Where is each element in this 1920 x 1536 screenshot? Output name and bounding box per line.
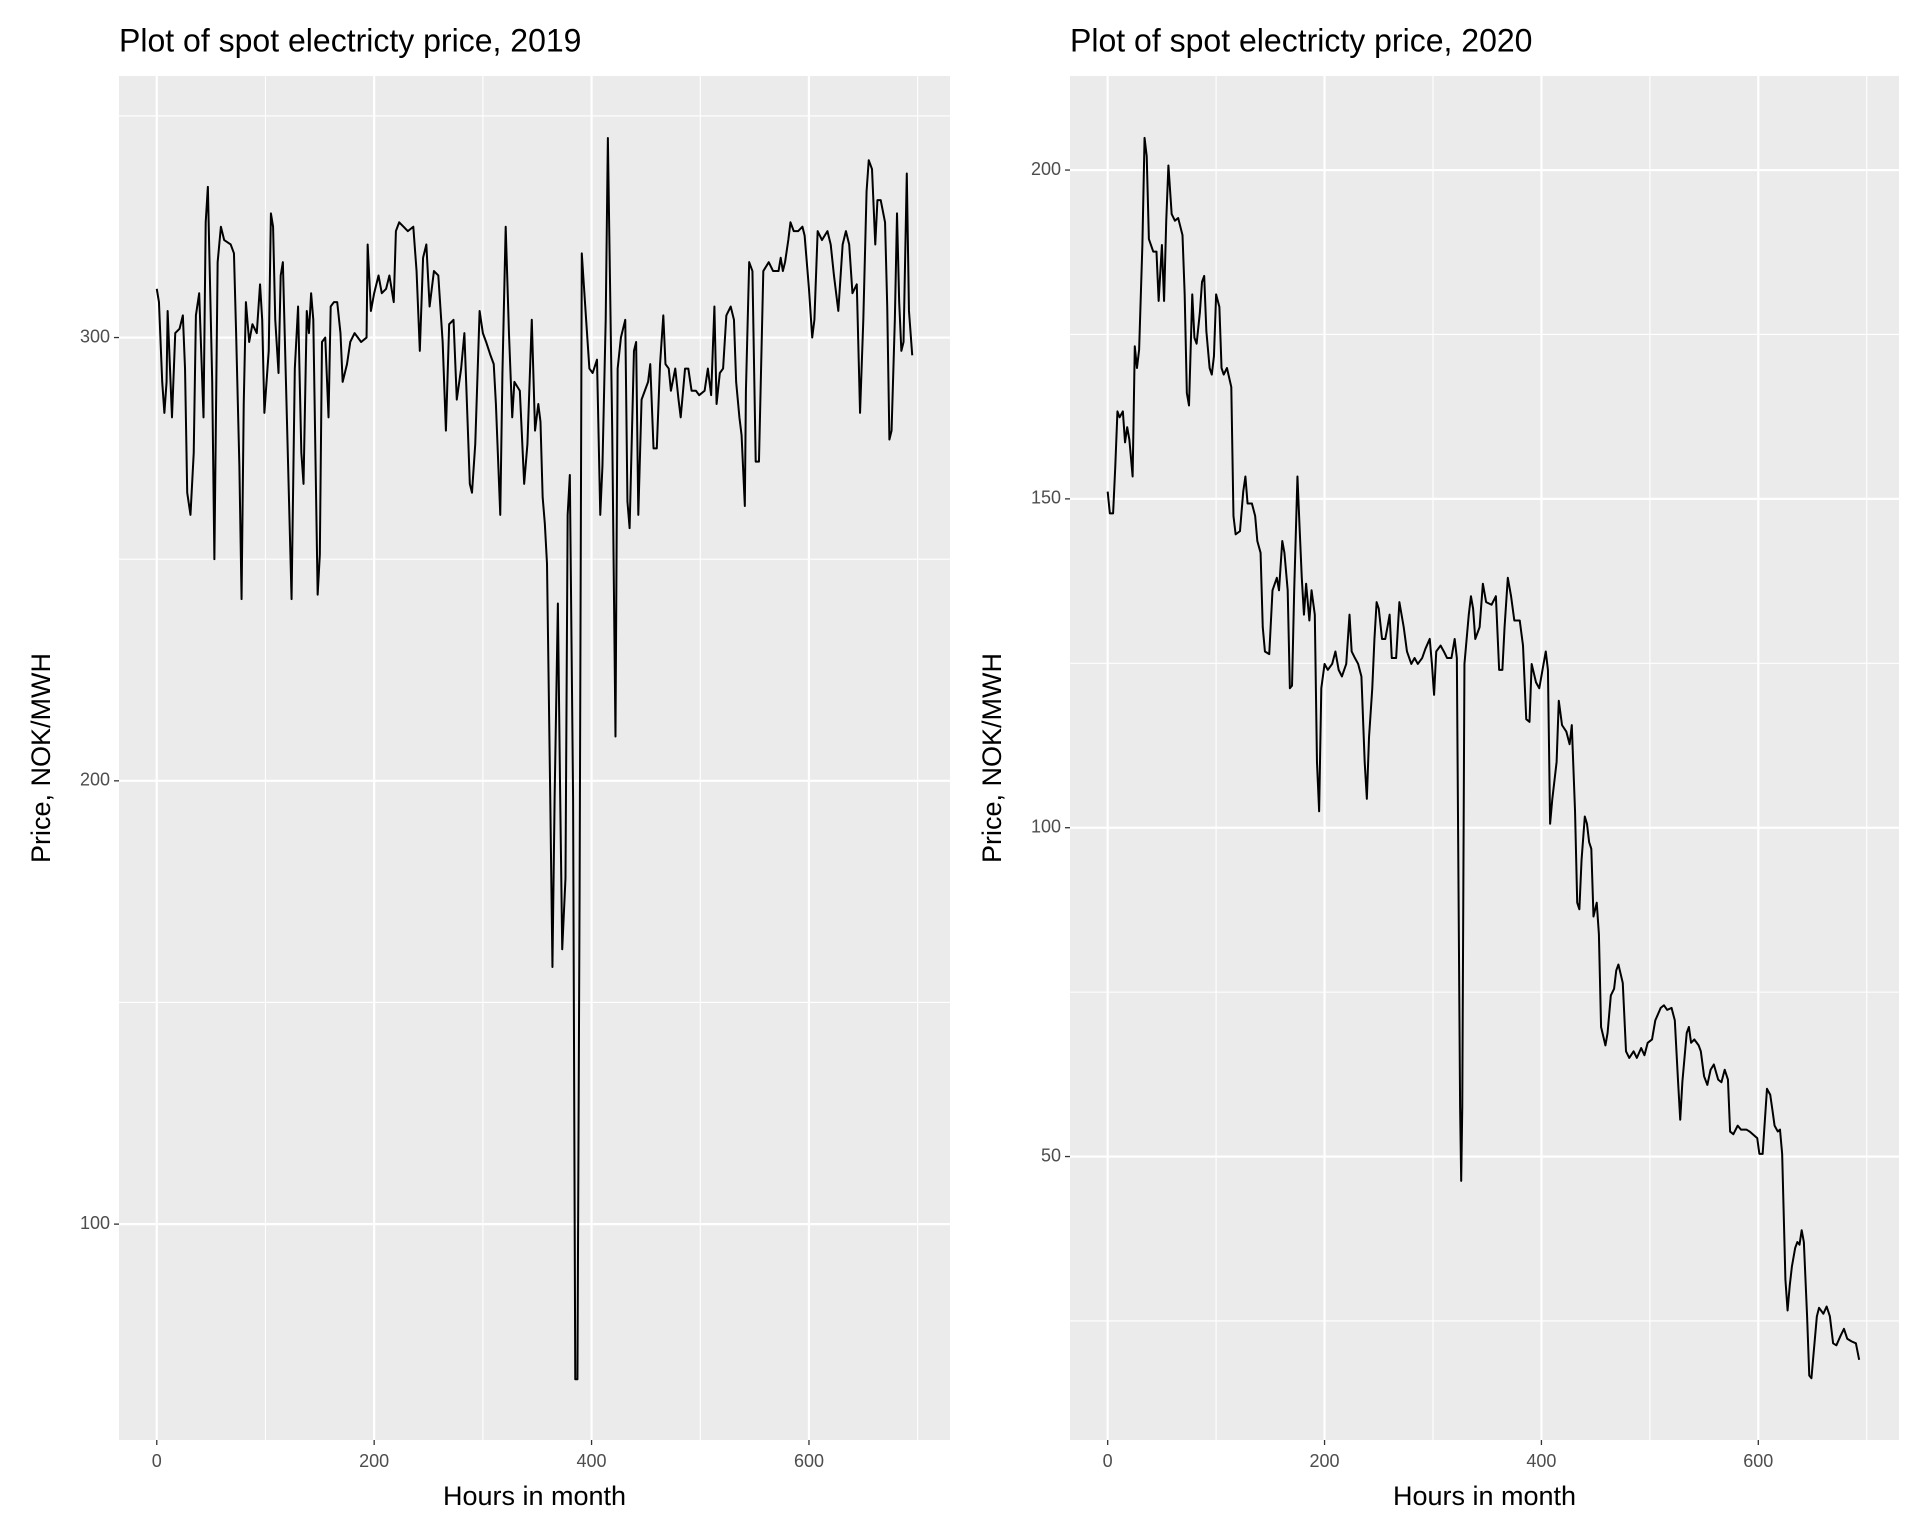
x-tick-label: 600 <box>1743 1451 1773 1471</box>
price-line <box>1106 136 1861 1380</box>
price-line <box>155 137 914 1381</box>
y-tick-label: 150 <box>1031 488 1061 508</box>
plot-background <box>119 76 950 1440</box>
y-tick-label: 200 <box>80 770 110 790</box>
x-axis-title: Hours in month <box>443 1481 626 1511</box>
x-tick-label: 0 <box>152 1451 162 1471</box>
x-axis-title: Hours in month <box>1393 1481 1576 1511</box>
x-tick-label: 600 <box>794 1451 824 1471</box>
x-tick-label: 200 <box>1310 1451 1340 1471</box>
chart-title: Plot of spot electricty price, 2020 <box>1070 22 1532 58</box>
x-tick-label: 400 <box>1526 1451 1556 1471</box>
y-tick-label: 100 <box>1031 816 1061 836</box>
y-tick-label: 50 <box>1041 1145 1061 1165</box>
chart-title: Plot of spot electricty price, 2019 <box>119 22 581 58</box>
panel: 100 200 300 0 200 400 600 Plot of spot electric… <box>26 22 950 1511</box>
x-tick-label: 0 <box>1103 1451 1113 1471</box>
x-tick-label: 200 <box>359 1451 389 1471</box>
plot-background <box>1070 76 1899 1440</box>
panel: 50 100 150 200 0 200 400 600 Plot of spot electr… <box>977 22 1899 1511</box>
y-tick-label: 300 <box>80 326 110 346</box>
x-tick-label: 400 <box>577 1451 607 1471</box>
y-tick-label: 100 <box>80 1213 110 1233</box>
y-axis-title: Price, NOK/MWH <box>26 653 56 863</box>
y-tick-label: 200 <box>1031 159 1061 179</box>
y-axis-title: Price, NOK/MWH <box>977 653 1007 863</box>
